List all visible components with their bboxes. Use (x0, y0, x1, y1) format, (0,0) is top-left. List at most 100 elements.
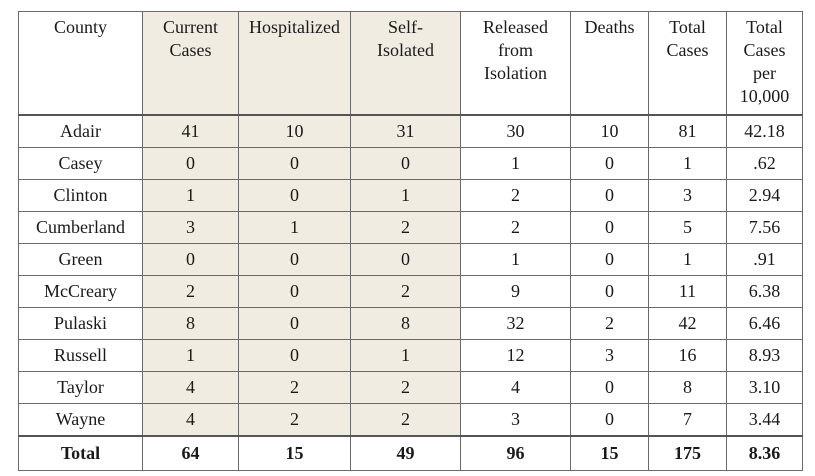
total-row: Total 64 15 49 96 15 175 8.36 (18, 434, 803, 471)
covid-county-table-container: County Current Cases Hospitalized Self- Isola… (18, 11, 803, 471)
cell-released-from-isolation: 3 (460, 402, 571, 436)
cell-current-cases: 8 (142, 306, 239, 340)
county-name-cell: Taylor (18, 370, 143, 404)
county-name-cell: Pulaski (18, 306, 143, 340)
county-name-cell: McCreary (18, 274, 143, 308)
column-header-line: from (498, 40, 533, 60)
cell-self-isolated: 31 (350, 113, 461, 148)
cell-deaths: 10 (570, 113, 649, 148)
table-row: Adair 41 10 31 30 10 81 42.18 (18, 113, 803, 148)
cell-released-from-isolation: 2 (460, 178, 571, 212)
county-name-cell: Adair (18, 113, 143, 148)
table-row: Wayne 4 2 2 3 0 7 3.44 (18, 402, 803, 436)
cell-total-cases: 42 (648, 306, 727, 340)
column-header-line: per (753, 63, 776, 83)
cell-released-from-isolation: 32 (460, 306, 571, 340)
cell-released-from-isolation: 1 (460, 146, 571, 180)
cell-hospitalized: 0 (238, 338, 351, 372)
cell-self-isolated: 2 (350, 402, 461, 436)
table-row: Green 0 0 0 1 0 1.91 (18, 242, 803, 276)
table-row: Cumberland 3 1 2 2 0 5 7.56 (18, 210, 803, 244)
column-header-line: Total (746, 17, 783, 37)
cell-total-cases-per-10000: .91 (726, 242, 803, 276)
cell-hospitalized: 2 (238, 402, 351, 436)
cell-current-cases: 0 (142, 242, 239, 276)
county-name-cell: Cumberland (18, 210, 143, 244)
cell-total-cases: 1 (648, 146, 727, 180)
cell-hospitalized: 0 (238, 274, 351, 308)
table-body: Adair 41 10 31 30 10 81 42.18 Casey 0 0 0 1 0 1.62 Clin… (18, 113, 803, 436)
cell-total-cases-per-10000: 8.93 (726, 338, 803, 372)
column-header-hospitalized: Hospitalized (238, 11, 351, 115)
cell-total-cases-per-10000: 42.18 (726, 113, 803, 148)
cell-current-cases: 0 (142, 146, 239, 180)
column-header-line: Cases (169, 40, 212, 60)
cell-deaths: 3 (570, 338, 649, 372)
column-header-line: Isolation (484, 63, 547, 83)
cell-hospitalized: 0 (238, 178, 351, 212)
column-header-line: Self- (388, 17, 423, 37)
cell-released-from-isolation: 2 (460, 210, 571, 244)
cell-self-isolated: 2 (350, 210, 461, 244)
cell-current-cases: 4 (142, 402, 239, 436)
cell-current-cases: 1 (142, 178, 239, 212)
cell-current-cases: 41 (142, 113, 239, 148)
cell-hospitalized: 1 (238, 210, 351, 244)
column-header-deaths: Deaths (570, 11, 649, 115)
county-name-cell: Wayne (18, 402, 143, 436)
cell-total-cases-per-10000: .62 (726, 146, 803, 180)
county-name-cell: Casey (18, 146, 143, 180)
cell-total-cases-per-10000: 3.10 (726, 370, 803, 404)
column-header-county: County (18, 11, 143, 115)
table-row: McCreary 2 0 2 9 0 11 6.38 (18, 274, 803, 308)
table-row: Clinton 1 0 1 2 0 3 2.94 (18, 178, 803, 212)
county-name-cell: Clinton (18, 178, 143, 212)
column-header-current-cases: Current Cases (142, 11, 239, 115)
cell-current-cases: 1 (142, 338, 239, 372)
column-header-line: Total (669, 17, 706, 37)
cell-deaths: 0 (570, 178, 649, 212)
column-header-self-isolated: Self- Isolated (350, 11, 461, 115)
cell-total-cases: 8 (648, 370, 727, 404)
cell-self-isolated: 1 (350, 338, 461, 372)
table-row: Taylor 4 2 2 4 0 8 3.10 (18, 370, 803, 404)
cell-released-from-isolation: 4 (460, 370, 571, 404)
cell-self-isolated: 0 (350, 242, 461, 276)
cell-total-cases: 81 (648, 113, 727, 148)
cell-deaths: 0 (570, 274, 649, 308)
cell-total-cases-per-10000: 3.44 (726, 402, 803, 436)
cell-self-isolated: 1 (350, 178, 461, 212)
cell-total-cases: 7 (648, 402, 727, 436)
table-row: Pulaski 8 0 8 32 2 42 6.46 (18, 306, 803, 340)
total-hospitalized: 15 (238, 434, 351, 471)
covid-county-table: County Current Cases Hospitalized Self- Isola… (18, 11, 803, 471)
total-deaths: 15 (570, 434, 649, 471)
column-header-released-from-isolation: Released from Isolation (460, 11, 571, 115)
total-label-cell: Total (18, 434, 143, 471)
cell-deaths: 0 (570, 210, 649, 244)
cell-total-cases: 1 (648, 242, 727, 276)
column-header-line: Cases (743, 40, 786, 60)
cell-deaths: 0 (570, 402, 649, 436)
cell-current-cases: 3 (142, 210, 239, 244)
cell-self-isolated: 8 (350, 306, 461, 340)
cell-released-from-isolation: 30 (460, 113, 571, 148)
cell-total-cases: 3 (648, 178, 727, 212)
cell-deaths: 0 (570, 242, 649, 276)
cell-total-cases-per-10000: 7.56 (726, 210, 803, 244)
column-header-line: Released (483, 17, 548, 37)
cell-current-cases: 2 (142, 274, 239, 308)
column-header-total-cases-per-10000: Total Cases per 10,000 (726, 11, 803, 115)
column-header-total-cases: Total Cases (648, 11, 727, 115)
cell-deaths: 2 (570, 306, 649, 340)
cell-deaths: 0 (570, 370, 649, 404)
cell-total-cases-per-10000: 2.94 (726, 178, 803, 212)
county-name-cell: Green (18, 242, 143, 276)
total-total-cases: 175 (648, 434, 727, 471)
column-header-line: County (53, 17, 107, 37)
total-self-isolated: 49 (350, 434, 461, 471)
cell-hospitalized: 2 (238, 370, 351, 404)
cell-deaths: 0 (570, 146, 649, 180)
cell-total-cases: 11 (648, 274, 727, 308)
total-current-cases: 64 (142, 434, 239, 471)
